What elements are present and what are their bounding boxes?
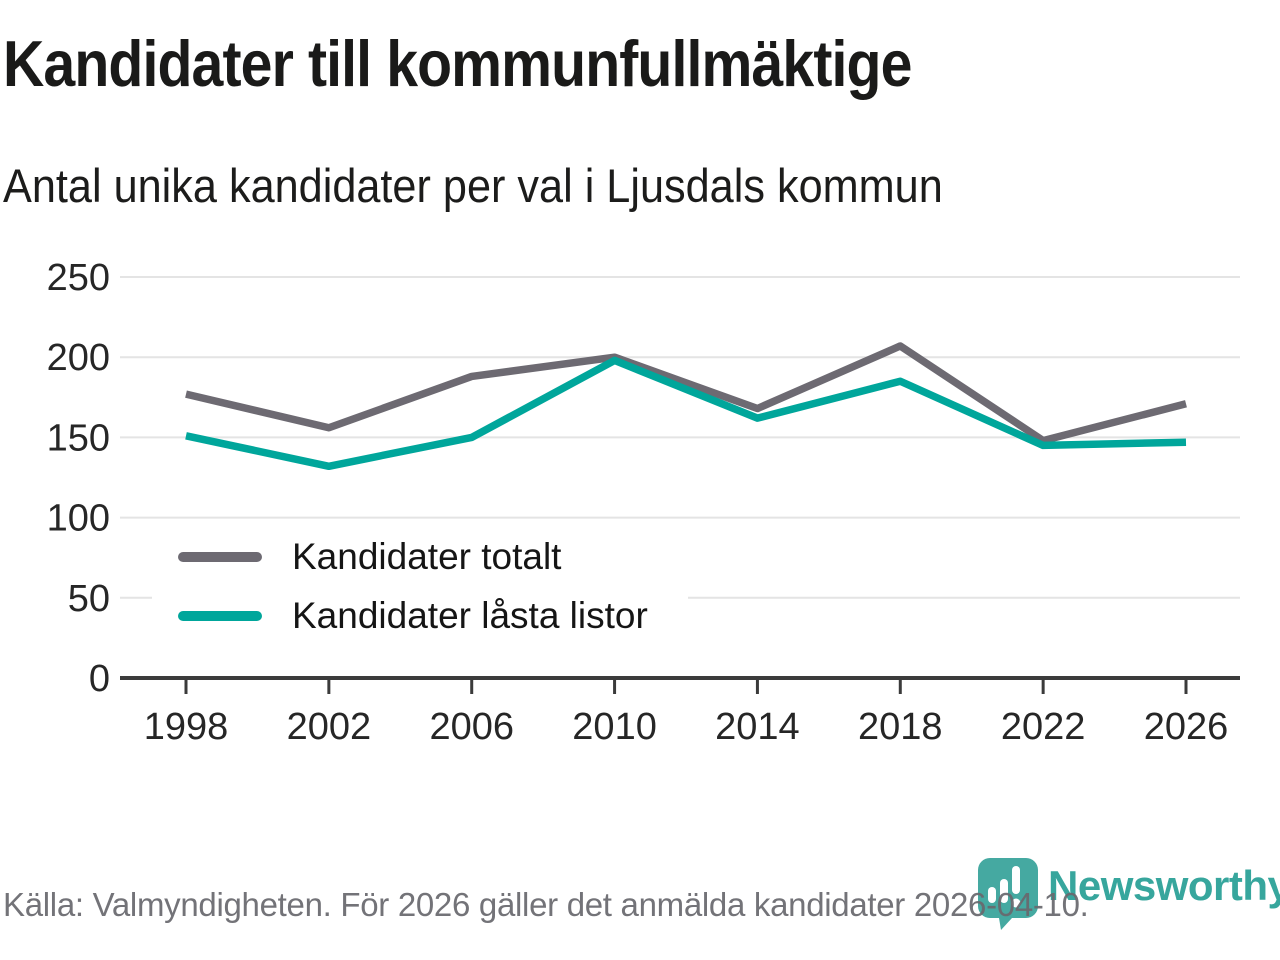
chart-subtitle: Antal unika kandidater per val i Ljusdal…: [3, 159, 943, 212]
newsworthy-logo: Newsworthy: [976, 856, 1280, 930]
x-tick-label: 2018: [858, 706, 943, 748]
y-tick-label: 0: [89, 658, 110, 700]
x-tick-label: 2002: [287, 706, 372, 748]
legend-swatch-kandidater-lasta-listor: [178, 610, 262, 621]
y-tick-label: 50: [68, 578, 110, 620]
series-line-0: [185, 342, 1187, 445]
legend-label-kandidater-totalt: Kandidater totalt: [292, 535, 562, 577]
y-tick-label: 100: [47, 498, 110, 540]
x-tick-label: 1998: [144, 706, 229, 748]
chart-legend: Kandidater totalt Kandidater låsta listo…: [152, 526, 688, 650]
y-tick-label: 200: [47, 337, 110, 379]
legend-item-kandidater-totalt: Kandidater totalt: [178, 532, 648, 581]
x-tick-label: 2022: [1001, 706, 1086, 748]
x-tick-label: 2026: [1144, 706, 1229, 748]
source-note: Källa: Valmyndigheten. För 2026 gäller d…: [3, 886, 1089, 923]
series-line-1: [185, 356, 1187, 471]
y-tick-label: 150: [47, 417, 110, 459]
y-tick-label: 250: [47, 257, 110, 299]
line-chart: 0 50 100 150 200 250 1998 2002 2006 2010 2014 2018 2…: [47, 257, 1240, 748]
legend-swatch-kandidater-totalt: [178, 551, 262, 562]
newsworthy-logo-text: Newsworthy: [1048, 862, 1280, 909]
x-tick-label: 2010: [572, 706, 657, 748]
page-title: Kandidater till kommunfullmäktige: [3, 27, 912, 100]
legend-label-kandidater-lasta-listor: Kandidater låsta listor: [292, 594, 648, 636]
legend-item-kandidater-lasta-listor: Kandidater låsta listor: [178, 591, 648, 640]
newsworthy-logo-icon: [978, 858, 1038, 930]
x-tick-label: 2006: [429, 706, 514, 748]
x-tick-label: 2014: [715, 706, 800, 748]
